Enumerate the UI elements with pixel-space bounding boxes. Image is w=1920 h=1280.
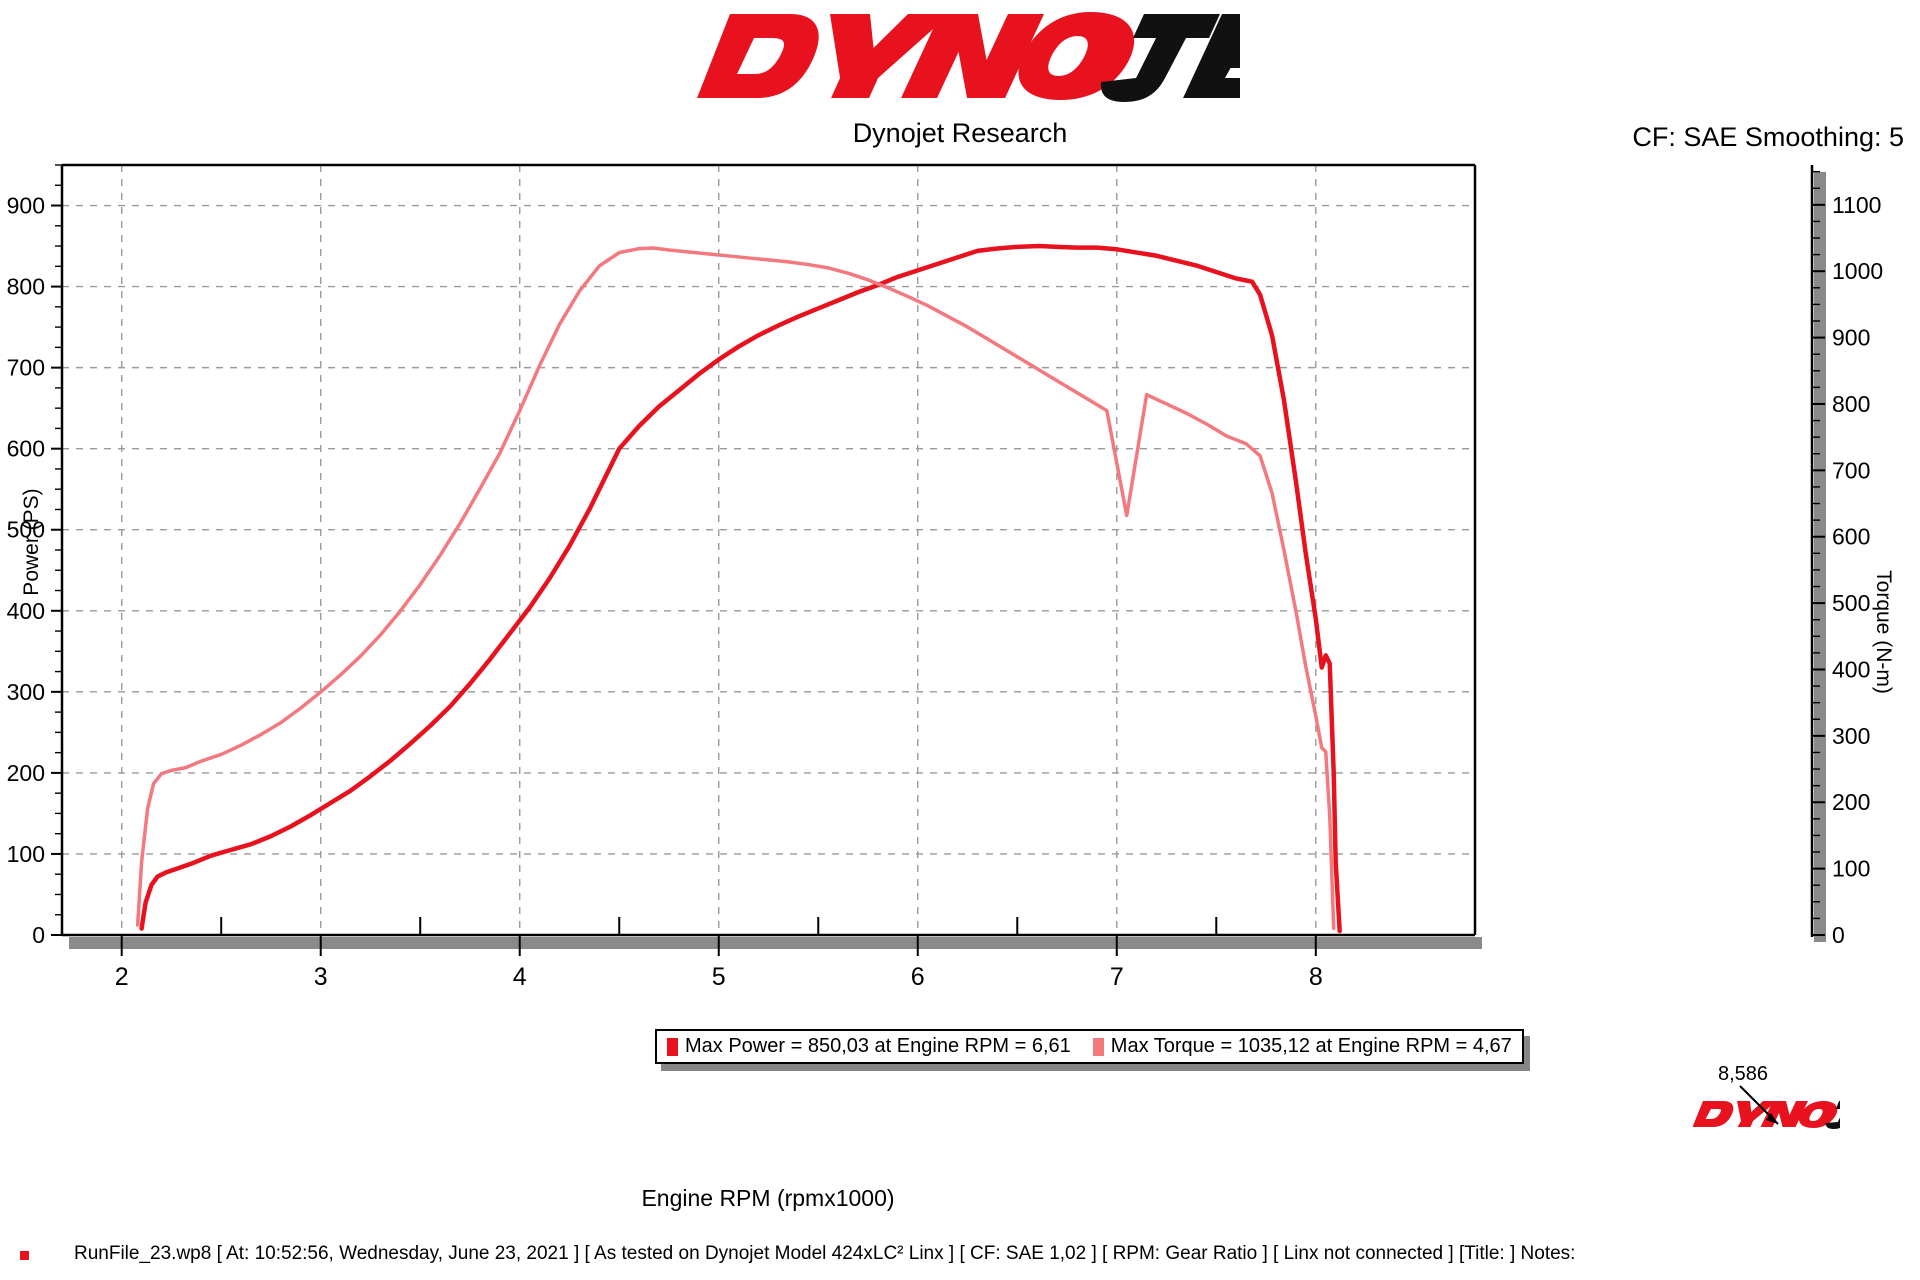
y-axis-left-tick-label: 200 xyxy=(7,760,45,786)
x-axis-tick-label: 6 xyxy=(911,963,925,991)
brand-subtitle: Dynojet Research xyxy=(852,118,1068,148)
y-axis-left-tick-label: 0 xyxy=(32,922,45,948)
legend-label-power: Max Power = 850,03 at Engine RPM = 6,61 xyxy=(685,1035,1071,1057)
run-info-text: RunFile_23.wp8 [ At: 10:52:56, Wednesday… xyxy=(74,1243,1576,1264)
x-axis-tick-label: 2 xyxy=(115,963,129,991)
x-axis-tick-label: 5 xyxy=(712,963,726,991)
y-axis-left-tick-label: 100 xyxy=(7,841,45,867)
end-rpm-annotation: 8,586 xyxy=(1718,1063,1769,1085)
power-color-swatch xyxy=(667,1037,678,1056)
y-axis-left-tick-label: 700 xyxy=(7,355,45,381)
footer-run-marker-icon xyxy=(20,1251,29,1260)
y-axis-left-tick-label: 900 xyxy=(7,193,45,219)
y-axis-right-tick-label: 500 xyxy=(1832,590,1870,616)
x-axis-tick-label: 4 xyxy=(513,963,527,991)
y-axis-right-tick-label: 800 xyxy=(1832,391,1870,417)
y-axis-left-tick-label: 500 xyxy=(7,517,45,543)
legend-label-torque: Max Torque = 1035,12 at Engine RPM = 4,6… xyxy=(1110,1035,1512,1057)
chart-footer: RunFile_23.wp8 [ At: 10:52:56, Wednesday… xyxy=(0,1240,1920,1280)
y-axis-left-tick-label: 800 xyxy=(7,274,45,300)
y-axis-left-tick-label: 400 xyxy=(7,598,45,624)
y-axis-right-tick-label: 1000 xyxy=(1832,258,1883,284)
annotation-arrow-icon xyxy=(1739,1085,1779,1125)
y-axis-right-tick-label: 400 xyxy=(1832,656,1870,682)
x-axis-shadow-bar xyxy=(69,937,1482,949)
dynojet-logo-svg: ® xyxy=(697,12,1240,102)
y-axis-right-tick-label: 0 xyxy=(1832,922,1845,948)
power-curve xyxy=(139,243,1342,934)
y-axis-right-tick-label: 200 xyxy=(1832,789,1870,815)
y-axis-right-shadow-bar xyxy=(1814,172,1826,942)
chart-header: ® Dynojet Research CF: SAE Smoothing: 5 xyxy=(0,0,1920,160)
y-axis-right-tick-label: 1100 xyxy=(1832,192,1881,218)
x-axis-tick-label: 8 xyxy=(1309,963,1323,991)
registered-mark: ® xyxy=(1210,77,1221,94)
y-axis-right-tick-label: 600 xyxy=(1832,524,1870,550)
y-axis-left-title: Power (PS) xyxy=(20,488,43,596)
y-axis-right-tick-label: 100 xyxy=(1832,856,1870,882)
cf-smoothing-label: CF: SAE Smoothing: 5 xyxy=(1632,122,1904,152)
chart-legend: Max Power = 850,03 at Engine RPM = 6,61 … xyxy=(655,1029,1524,1064)
y-axis-left-tick-label: 600 xyxy=(7,436,45,462)
torque-curve xyxy=(135,246,1336,931)
legend-entry-torque: Max Torque = 1035,12 at Engine RPM = 4,6… xyxy=(1092,1035,1512,1058)
y-axis-right-tick-label: 300 xyxy=(1832,723,1870,749)
y-axis-right-tick-label: 900 xyxy=(1832,325,1870,351)
legend-entry-power: Max Power = 850,03 at Engine RPM = 6,61 xyxy=(667,1035,1071,1058)
y-axis-right-title: Torque (N-m) xyxy=(1872,570,1895,694)
x-axis-tick-label: 7 xyxy=(1110,963,1124,991)
x-axis-tick-label: 3 xyxy=(314,963,328,991)
y-axis-right-tick-label: 700 xyxy=(1832,457,1870,483)
y-axis-left-tick-label: 300 xyxy=(7,679,45,705)
torque-color-swatch xyxy=(1092,1037,1104,1056)
x-axis-title: Engine RPM (rpmx1000) xyxy=(641,1185,895,1211)
dynojet-logo: ® xyxy=(680,6,1240,106)
plot-background xyxy=(62,165,1475,935)
